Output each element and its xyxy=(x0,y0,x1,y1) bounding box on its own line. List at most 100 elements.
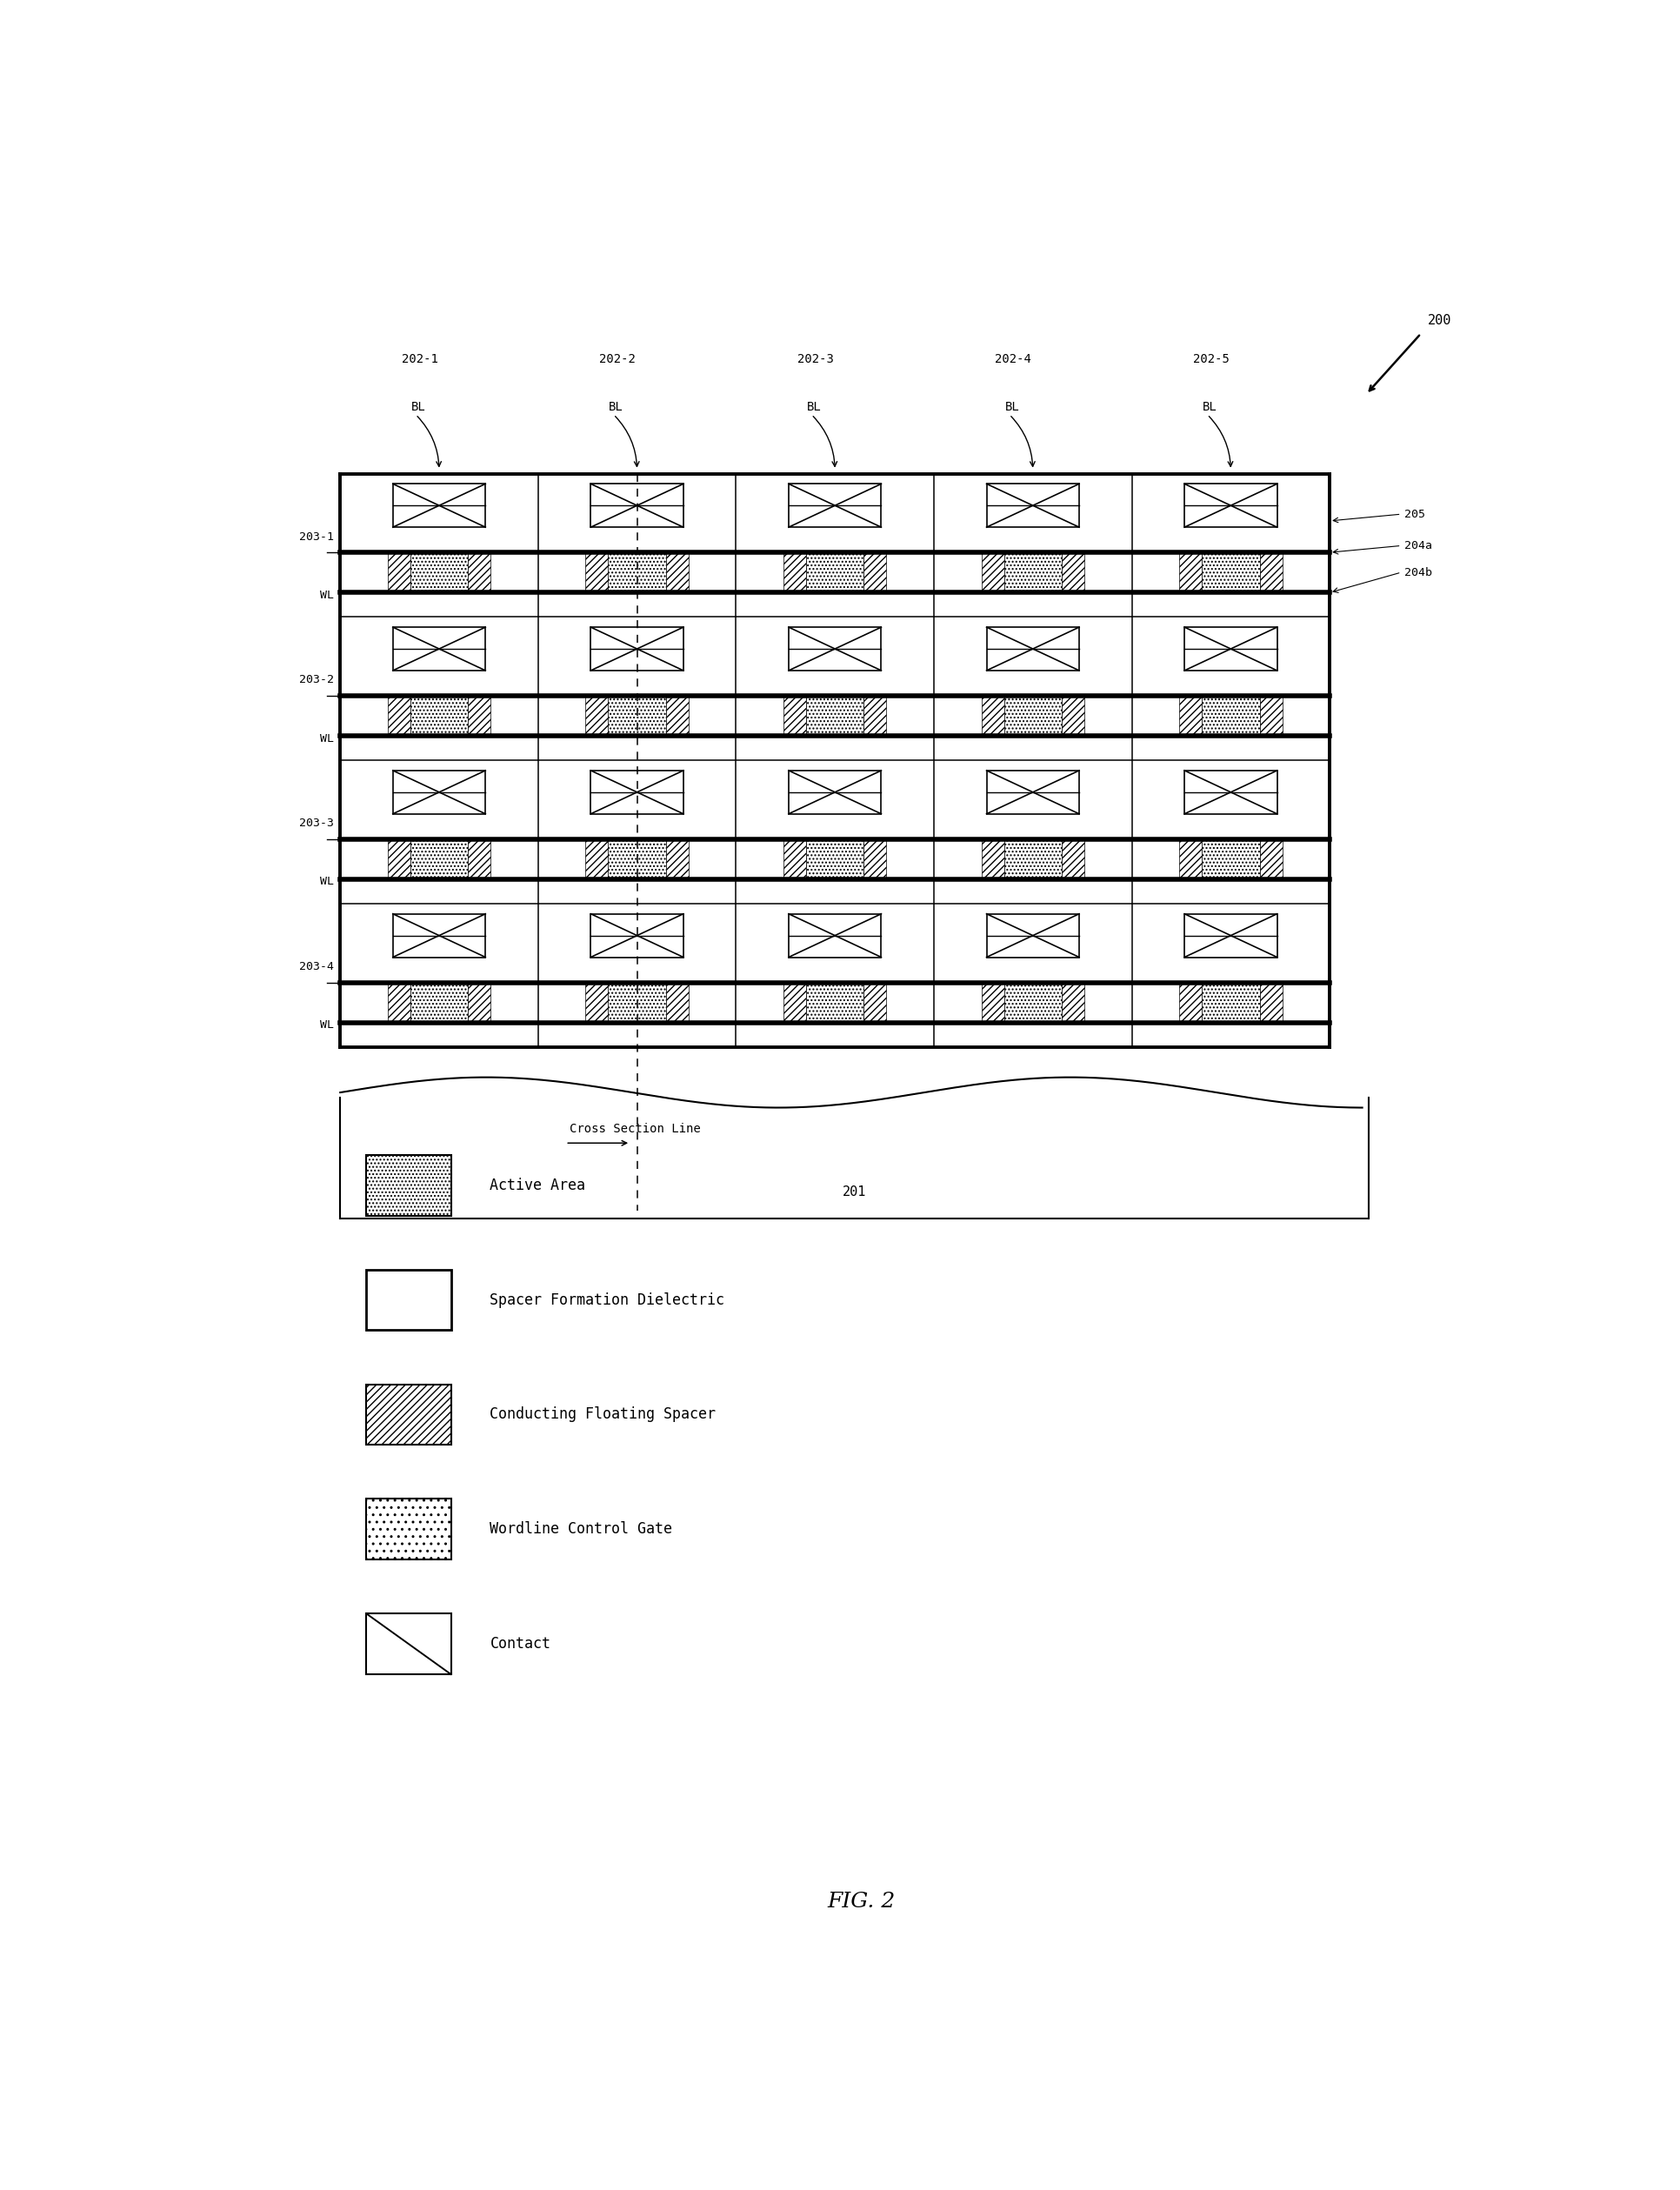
Bar xyxy=(1179,1023,1282,1047)
Text: WL: WL xyxy=(319,876,334,887)
Bar xyxy=(586,473,689,552)
Bar xyxy=(788,626,882,670)
Bar xyxy=(339,696,388,736)
Bar xyxy=(986,626,1079,670)
Bar xyxy=(689,983,736,1023)
Bar xyxy=(1005,552,1062,593)
Bar xyxy=(783,904,887,913)
Text: Conducting Floating Spacer: Conducting Floating Spacer xyxy=(491,1406,716,1421)
Bar xyxy=(388,552,410,593)
Bar xyxy=(388,817,491,839)
Bar xyxy=(806,696,864,736)
Bar xyxy=(1179,618,1282,696)
Text: 204a: 204a xyxy=(1404,541,1431,552)
Text: WL: WL xyxy=(319,589,334,600)
Bar xyxy=(788,771,882,815)
Bar xyxy=(1184,484,1277,528)
Bar xyxy=(986,913,1079,957)
Bar xyxy=(591,626,684,670)
Bar xyxy=(981,983,1005,1023)
Bar xyxy=(736,983,783,1023)
Bar xyxy=(393,626,486,670)
Bar xyxy=(981,817,1084,839)
Bar xyxy=(591,771,684,815)
Bar xyxy=(469,696,491,736)
Bar xyxy=(388,530,491,552)
Bar xyxy=(1179,983,1201,1023)
Bar xyxy=(981,904,1084,983)
Bar xyxy=(1179,696,1282,736)
Bar xyxy=(783,552,806,593)
Bar xyxy=(1282,983,1331,1023)
Text: FIG. 2: FIG. 2 xyxy=(827,1892,895,1912)
Bar xyxy=(586,552,608,593)
Bar xyxy=(388,983,491,1023)
Bar xyxy=(1132,552,1179,593)
Bar xyxy=(393,913,486,957)
Bar xyxy=(388,904,491,913)
Bar xyxy=(783,473,887,484)
Bar xyxy=(1260,696,1282,736)
Bar xyxy=(469,552,491,593)
Bar xyxy=(388,839,410,878)
Text: 204b: 204b xyxy=(1404,567,1431,578)
Bar xyxy=(388,878,491,904)
Bar xyxy=(1179,839,1282,878)
Bar xyxy=(864,552,887,593)
Bar xyxy=(586,760,689,839)
Bar xyxy=(783,839,887,878)
Bar xyxy=(1260,839,1282,878)
Bar xyxy=(388,904,491,983)
Bar xyxy=(393,484,486,528)
Bar xyxy=(1282,552,1331,593)
Bar xyxy=(1282,839,1331,878)
Bar xyxy=(1282,696,1331,736)
Text: WL: WL xyxy=(319,734,334,745)
Bar xyxy=(388,961,491,983)
Bar xyxy=(586,878,689,904)
Bar xyxy=(981,552,1005,593)
Bar xyxy=(586,618,689,696)
Bar xyxy=(783,983,806,1023)
Bar xyxy=(783,760,887,839)
Bar xyxy=(586,618,689,626)
Bar xyxy=(491,696,538,736)
Bar xyxy=(388,593,491,618)
Bar xyxy=(586,983,689,1023)
Bar xyxy=(986,484,1079,528)
Text: 202-1: 202-1 xyxy=(402,353,438,366)
Bar xyxy=(366,1154,450,1215)
Bar xyxy=(689,839,736,878)
Bar xyxy=(586,593,689,618)
Bar xyxy=(491,839,538,878)
Bar xyxy=(783,552,887,593)
Bar xyxy=(1062,839,1084,878)
Bar xyxy=(981,675,1084,696)
Bar xyxy=(366,1498,450,1559)
Bar xyxy=(783,961,887,983)
Bar xyxy=(1005,839,1062,878)
Bar xyxy=(586,696,608,736)
Bar xyxy=(1201,552,1260,593)
Bar xyxy=(1179,473,1282,484)
Bar xyxy=(608,552,665,593)
Bar xyxy=(783,696,887,736)
Bar xyxy=(783,839,806,878)
Text: 202-2: 202-2 xyxy=(600,353,635,366)
Bar xyxy=(388,760,491,839)
Bar xyxy=(366,1384,450,1445)
Bar xyxy=(388,983,410,1023)
Bar xyxy=(586,904,689,913)
Bar xyxy=(981,552,1084,593)
Bar xyxy=(388,618,491,696)
Bar xyxy=(665,983,689,1023)
Bar xyxy=(783,618,887,696)
Bar xyxy=(410,839,469,878)
Bar xyxy=(783,760,887,771)
Bar xyxy=(783,1023,887,1047)
Bar xyxy=(981,1023,1084,1047)
Text: 203-1: 203-1 xyxy=(299,530,334,543)
Bar xyxy=(586,675,689,696)
Bar xyxy=(469,839,491,878)
Bar xyxy=(1179,530,1282,552)
